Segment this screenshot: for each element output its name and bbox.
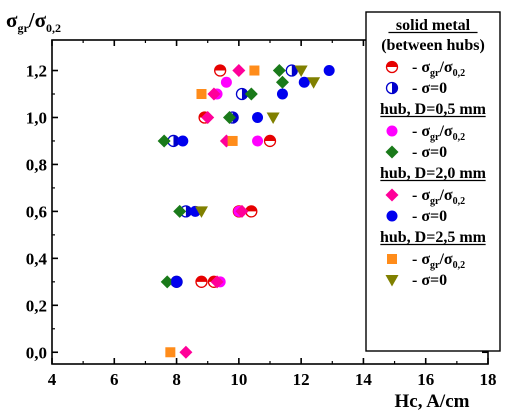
x-tick-label: 16: [417, 370, 434, 389]
plot-area: [157, 64, 335, 359]
data-point: [266, 112, 280, 124]
legend-entry-label: - σgr/σ0,2: [412, 59, 465, 79]
legend-group-title: hub, D=0,5 mm: [380, 101, 487, 118]
y-tick-label: 0,8: [26, 155, 47, 174]
data-point: [196, 89, 207, 99]
x-tick-label: 12: [293, 370, 310, 389]
y-tick-label: 1,0: [26, 108, 47, 127]
x-tick-label: 10: [230, 370, 247, 389]
y-tick-label: 0,4: [26, 249, 48, 268]
data-point: [244, 87, 258, 101]
data-point: [252, 135, 264, 147]
data-point: [173, 204, 187, 218]
data-point: [165, 347, 176, 358]
data-point: [194, 206, 208, 218]
data-point: [223, 110, 237, 124]
data-point: [201, 110, 215, 124]
legend-marker: [385, 188, 399, 202]
data-point: [323, 65, 335, 77]
data-point: [171, 276, 183, 288]
legend-marker: [385, 275, 399, 287]
y-tick-label: 0,6: [26, 202, 47, 221]
legend-group-title: hub, D=2,0 mm: [380, 165, 487, 182]
legend-marker: [385, 60, 399, 74]
data-point: [157, 134, 171, 148]
x-tick-label: 14: [355, 370, 373, 389]
legend-group-title: solid metal: [396, 17, 471, 34]
data-point: [160, 275, 174, 289]
legend-marker: [385, 145, 399, 159]
data-point: [207, 87, 221, 101]
data-point: [177, 135, 189, 147]
data-point: [307, 77, 321, 89]
data-point: [232, 64, 246, 78]
legend-entry-label: - σgr/σ0,2: [412, 251, 465, 271]
data-point: [249, 65, 260, 76]
x-tick-label: 6: [110, 370, 119, 389]
data-point: [220, 76, 232, 88]
data-point: [294, 65, 308, 78]
data-point: [272, 64, 286, 78]
y-tick-label: 1,2: [26, 62, 47, 81]
x-axis-title: Hc, A/cm: [395, 391, 470, 412]
legend-marker: [386, 210, 398, 222]
y-axis-title: σgr/σ0,2: [6, 8, 61, 35]
legend-marker: [385, 81, 399, 95]
data-point: [276, 88, 288, 100]
legend-marker: [386, 125, 398, 137]
x-tick-label: 8: [172, 370, 181, 389]
legend-group-title: (between hubs): [381, 37, 485, 54]
data-point: [298, 76, 310, 88]
data-point: [235, 204, 249, 218]
data-point: [167, 134, 180, 148]
legend: solid metal(between hubs)- σgr/σ0,2- σ=0…: [365, 11, 501, 352]
data-point: [195, 275, 208, 288]
data-point: [179, 345, 193, 359]
legend-entry-label: - σgr/σ0,2: [412, 123, 465, 143]
data-point: [227, 135, 238, 146]
legend-entry-label: - σ=0: [412, 272, 447, 289]
legend-marker: [387, 254, 397, 264]
data-point: [214, 64, 227, 77]
data-point: [210, 275, 224, 289]
legend-entry-label: - σ=0: [412, 80, 447, 97]
axes: 4 6 8 10 12 14 16 18 0,0 0,2 0,4 0,6 0,8 1,0 1,2 Hc, A/…: [6, 8, 497, 412]
data-point: [263, 134, 277, 148]
legend-entry-label: - σgr/σ0,2: [412, 187, 465, 207]
legend-entry-label: - σ=0: [412, 144, 447, 161]
legend-group-title: hub, D=2,5 mm: [380, 229, 487, 246]
x-tick-label: 4: [48, 370, 57, 389]
legend-box: [365, 11, 501, 352]
y-tick-label: 0,2: [26, 296, 47, 315]
legend-entry-label: - σ=0: [412, 208, 447, 225]
data-point: [252, 111, 264, 123]
data-point: [275, 75, 289, 89]
x-tick-label: 18: [480, 370, 497, 389]
data-point: [285, 64, 298, 77]
y-tick-label: 0,0: [26, 343, 47, 362]
